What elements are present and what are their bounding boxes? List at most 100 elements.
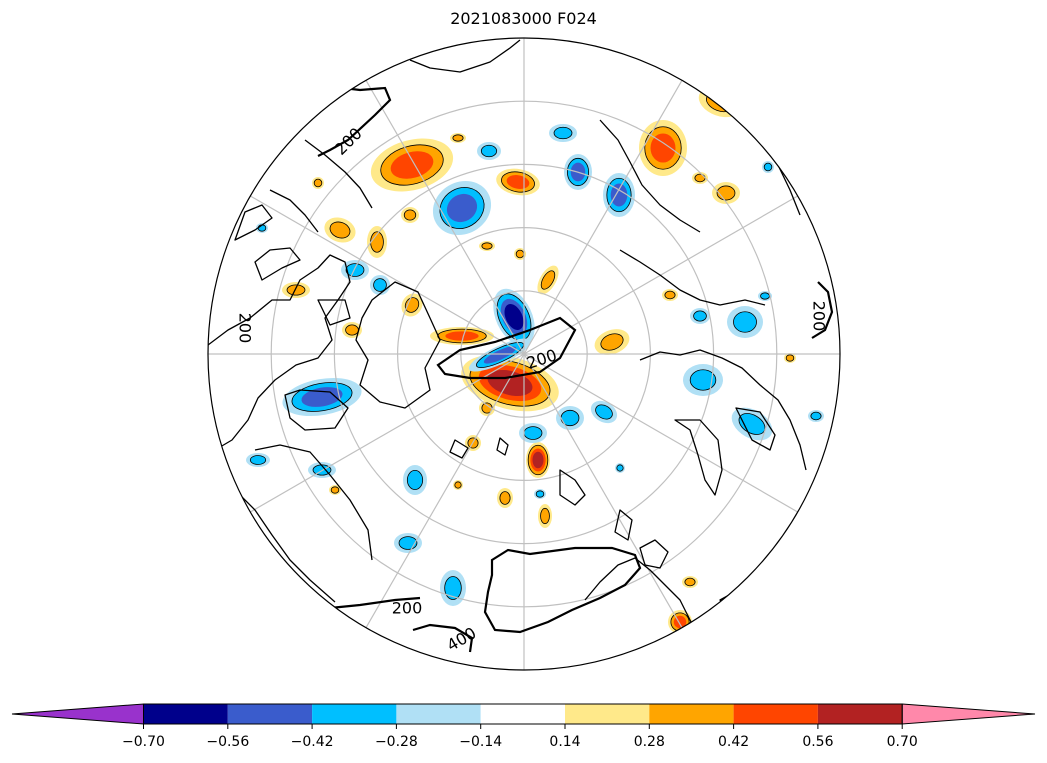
coastline [317,299,351,326]
anomaly-patch [532,451,544,469]
anomaly-outline [469,359,551,407]
anomaly-patch [390,151,434,179]
anomaly-patch [346,263,364,277]
height-contour [811,281,834,339]
anomaly-patch [690,369,716,391]
anomaly-outline [499,491,511,505]
anomaly-outline [345,263,365,277]
anomaly-outline [404,297,420,313]
meridian-line [365,353,525,628]
colorbar-tick-label: 0.28 [634,734,665,750]
anomaly-patch [524,426,542,440]
anomaly-patch [650,133,676,163]
colorbar-bin [733,704,818,724]
anomaly-patch [331,486,339,494]
anomaly-patch [541,270,555,290]
anomaly-patch [810,412,822,420]
anomaly-patch [786,354,794,362]
anomaly-outline [693,310,707,322]
anomaly-patch [454,481,462,489]
anomaly-outline [810,411,822,421]
anomaly-outline [481,242,493,250]
colorbar-tick-label: −0.42 [291,734,334,750]
anomaly-outline [644,126,682,170]
height-contour [436,316,577,380]
colorbar-tick-label: −0.28 [375,734,418,750]
height-contour [412,623,474,653]
colorbar-bin [396,704,481,724]
anomaly-outline [329,221,351,239]
colorbar-tick-label: −0.14 [459,734,502,750]
colorbar-tick-label: −0.56 [206,734,249,750]
anomaly-patch [301,387,343,407]
height-contour [317,83,392,157]
anomaly-patch [561,410,579,426]
anomaly-patch [694,174,706,182]
anomaly-outline [600,333,624,351]
colorbar-tick-label: 0.14 [549,734,580,750]
anomaly-outline [733,311,757,333]
anomaly-outline [444,576,462,600]
coastline [254,247,301,281]
anomaly-outline [330,486,340,494]
anomaly-outline [785,354,795,362]
anomaly-outline [481,402,493,414]
anomaly-patch [330,221,350,239]
anomaly-patch [610,183,628,207]
colorbar-bin [565,704,650,724]
coastline [496,437,509,456]
anomaly-outline [452,134,464,142]
height-contour [483,546,642,634]
coastline [735,407,776,451]
coastline [614,509,633,541]
meridian-line [250,195,525,355]
meridian-line [523,353,798,513]
colorbar-bin [143,704,228,724]
anomaly-patch [250,455,266,465]
anomaly-patches [246,86,824,634]
anomaly-outline [313,178,323,188]
height-contours [317,83,834,653]
contour-label: 200 [236,313,255,344]
colorbar-tick-label: 0.56 [802,734,833,750]
anomaly-outline [249,455,267,465]
coastline [584,557,701,641]
anomaly-patch [446,193,478,223]
anomaly-outline [439,187,485,229]
anomaly-patch [404,209,416,221]
coastline [304,139,373,209]
meridian-line [523,80,683,355]
anomaly-patch [616,464,624,472]
anomaly-outline [716,185,736,201]
anomaly-patch [314,179,322,187]
map-boundary [207,37,841,671]
colorbar-extend-min [11,703,144,725]
anomaly-outline [291,382,353,412]
anomaly-patch [760,292,770,300]
coastline [599,119,701,233]
anomaly-outline [664,290,676,300]
anomaly-patch [504,304,524,330]
coastline [639,349,807,471]
anomaly-patch [407,470,423,490]
anomaly-outline [403,209,417,221]
graticule [208,38,840,670]
anomaly-patch [764,163,772,171]
coastline [674,419,723,496]
coastline [269,189,319,233]
anomaly-outline [535,490,545,498]
anomaly-patch [739,413,765,435]
anomaly-patch [554,127,572,139]
anomaly-patch [373,278,387,292]
colorbar-bin [227,704,313,724]
colorbar-tick-label: 0.42 [718,734,749,750]
meridian-line [365,80,525,355]
meridian-line [250,353,525,513]
anomaly-patch [481,402,493,414]
anomaly-patch [600,333,624,351]
anomaly-outline [616,464,624,472]
colorbar-bin [480,704,565,724]
anomaly-patch [370,231,384,253]
anomaly-patch [481,145,497,157]
